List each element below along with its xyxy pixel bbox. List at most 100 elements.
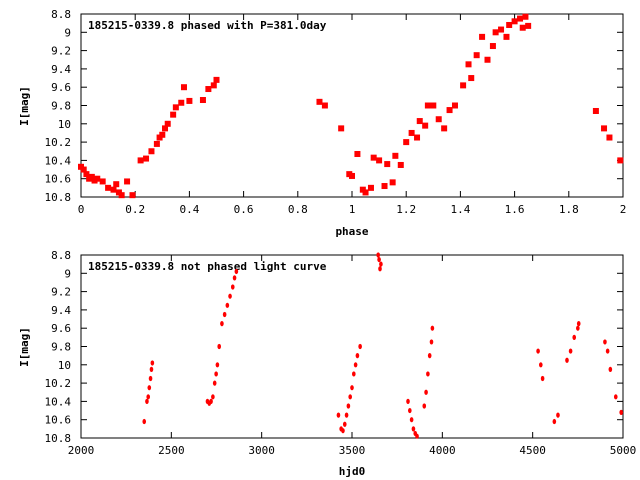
x-tick-label: 5000 — [610, 444, 637, 457]
data-point — [367, 184, 374, 191]
data-point — [489, 43, 496, 50]
data-point — [381, 183, 388, 190]
data-point — [435, 116, 442, 123]
data-point — [349, 172, 355, 179]
data-point — [209, 398, 213, 404]
data-point — [228, 293, 232, 299]
data-point — [362, 189, 369, 196]
y-tick-label: 10.2 — [45, 377, 72, 390]
data-point — [424, 102, 431, 109]
data-point — [145, 398, 149, 404]
data-point — [426, 371, 430, 377]
data-point — [517, 15, 524, 22]
data-point — [336, 412, 341, 418]
y-tick-label: 9 — [64, 267, 71, 280]
data-point — [94, 175, 101, 182]
data-point — [384, 161, 391, 168]
data-point — [83, 171, 90, 178]
data-point — [592, 107, 599, 114]
axis-ticks: 0 0.2 0.4 0.6 0.8 1 1.2 1.4 1.6 1.8 2 8.8 9 9.2 9.4 9.6… — [45, 8, 627, 216]
data-point — [498, 26, 505, 33]
data-point — [153, 140, 160, 147]
x-tick-label: 4000 — [429, 444, 456, 457]
data-point — [379, 261, 383, 267]
data-point — [148, 148, 155, 155]
data-point — [342, 421, 347, 427]
x-tick-label: 1 — [349, 203, 356, 216]
data-point — [601, 125, 608, 132]
data-point — [540, 375, 545, 382]
data-point — [230, 284, 235, 290]
data-point — [358, 343, 362, 350]
y-tick-label: 8.8 — [51, 8, 71, 21]
data-point — [180, 84, 187, 91]
data-point — [211, 394, 215, 400]
data-point — [217, 343, 222, 350]
data-point — [422, 403, 427, 409]
data-point — [441, 125, 448, 132]
data-point — [352, 371, 356, 377]
data-point — [214, 371, 218, 377]
data-point — [212, 380, 217, 386]
axis-ticks: 2000 2500 3000 3500 4000 4500 5000 8.8 9 9.2 9.4 9.… — [45, 249, 637, 457]
y-tick-label: 9 — [64, 26, 71, 39]
data-point — [137, 157, 144, 164]
data-points — [78, 13, 624, 199]
y-tick-label: 10.8 — [45, 432, 72, 445]
data-point — [199, 97, 206, 104]
y-tick-label: 8.8 — [51, 249, 71, 262]
y-axis-label: I[mag] — [18, 327, 31, 367]
data-point — [411, 426, 416, 432]
data-point — [344, 412, 349, 418]
x-tick-label: 1.8 — [559, 203, 579, 216]
x-tick-label: 1.2 — [396, 203, 416, 216]
data-point — [406, 398, 410, 404]
data-point — [124, 178, 131, 185]
data-point — [338, 125, 345, 132]
data-point — [576, 321, 581, 327]
data-point — [479, 33, 486, 40]
data-point — [492, 29, 499, 36]
data-point — [129, 192, 136, 199]
data-point — [465, 61, 472, 68]
y-tick-label: 9.2 — [51, 286, 71, 299]
data-point — [519, 24, 526, 31]
x-tick-label: 2 — [620, 203, 627, 216]
x-tick-label: 0.6 — [234, 203, 254, 216]
x-tick-label: 0.8 — [288, 203, 308, 216]
data-point — [552, 418, 557, 425]
data-point — [105, 184, 112, 191]
data-point — [172, 104, 179, 111]
data-point — [377, 256, 381, 263]
data-point — [603, 339, 607, 345]
data-point — [341, 428, 345, 434]
data-points — [142, 252, 623, 439]
chart-title: 185215-0339.8 phased with P=381.0day — [88, 19, 327, 32]
data-point — [617, 157, 624, 164]
data-point — [225, 302, 230, 308]
chart-title: 185215-0339.8 not phased light curve — [88, 260, 327, 273]
y-tick-label: 10.2 — [45, 136, 72, 149]
data-point — [378, 266, 382, 272]
data-point — [511, 18, 518, 25]
data-point — [321, 102, 328, 109]
data-point — [415, 433, 419, 439]
data-point — [422, 122, 429, 129]
data-point — [376, 252, 380, 258]
y-tick-label: 10.6 — [45, 173, 72, 186]
data-point — [142, 418, 147, 425]
data-point — [222, 311, 227, 318]
data-point — [178, 99, 185, 106]
data-point — [113, 181, 120, 188]
data-point — [536, 348, 540, 354]
data-point — [416, 118, 423, 125]
data-point — [429, 339, 434, 345]
data-point — [565, 357, 569, 363]
data-point — [572, 334, 577, 340]
data-point — [354, 150, 361, 157]
data-point — [170, 111, 177, 118]
data-point — [205, 86, 212, 93]
x-tick-label: 0 — [78, 203, 85, 216]
data-point — [414, 134, 421, 141]
